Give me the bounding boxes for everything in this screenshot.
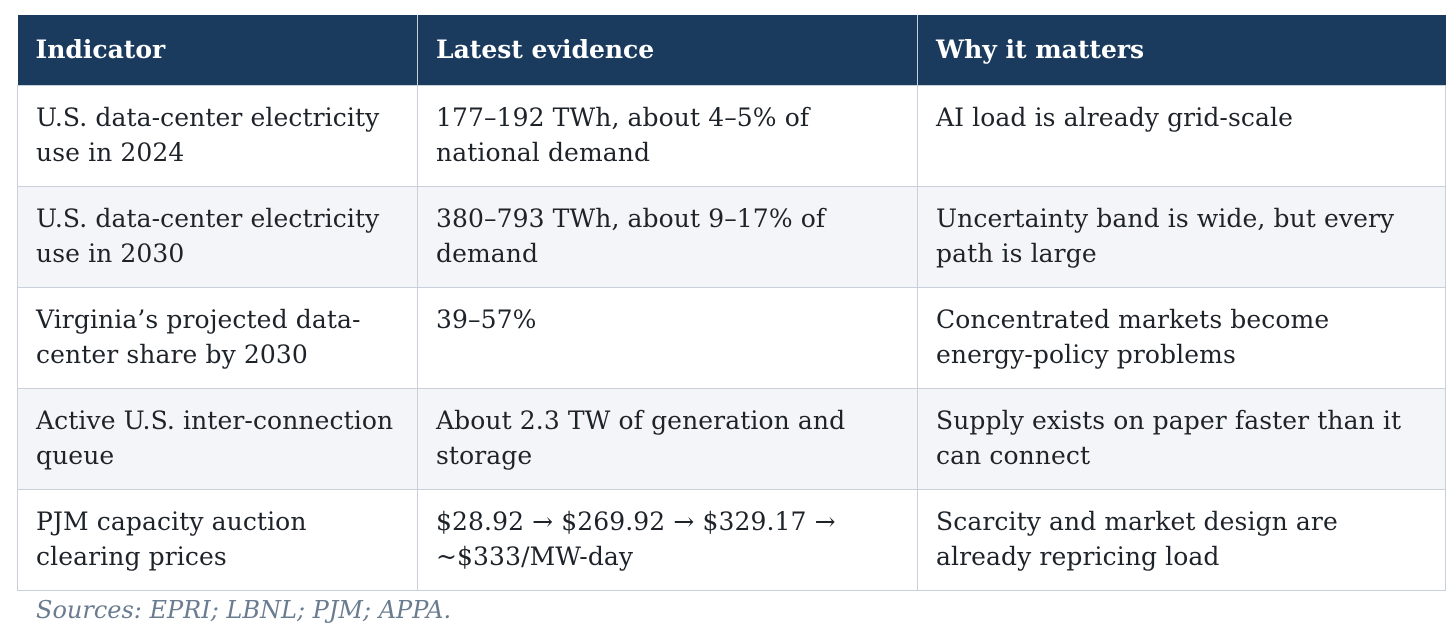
indicator-table: Indicator Latest evidence Why it matters… <box>17 15 1446 591</box>
cell-indicator: PJM capacity auction clearing prices <box>17 488 418 591</box>
table-body: U.S. data-center electricity use in 2024… <box>17 84 1446 591</box>
cell-indicator: Active U.S. inter-connection queue <box>17 387 418 490</box>
table-row: U.S. data-center electricity use in 2024… <box>17 84 1446 187</box>
table-row: U.S. data-center electricity use in 2030… <box>17 185 1446 288</box>
header-row: Indicator Latest evidence Why it matters <box>17 15 1446 85</box>
cell-indicator: Virginia’s projected data-center share b… <box>17 286 418 389</box>
cell-evidence: 177–192 TWh, about 4–5% of national dema… <box>417 84 918 187</box>
table-row: Active U.S. inter-connection queue About… <box>17 387 1446 490</box>
data-table-container: Indicator Latest evidence Why it matters… <box>17 15 1446 591</box>
sources-caption: Sources: EPRI; LBNL; PJM; APPA. <box>36 596 452 624</box>
table-header: Indicator Latest evidence Why it matters <box>17 15 1446 85</box>
header-why-it-matters: Why it matters <box>917 15 1446 85</box>
table-row: PJM capacity auction clearing prices $28… <box>17 488 1446 591</box>
cell-evidence: $28.92 → $269.92 → $329.17 → ~$333/MW-da… <box>417 488 918 591</box>
cell-indicator: U.S. data-center electricity use in 2024 <box>17 84 418 187</box>
cell-evidence: About 2.3 TW of generation and storage <box>417 387 918 490</box>
cell-why: Scarcity and market design are already r… <box>917 488 1446 591</box>
header-latest-evidence: Latest evidence <box>417 15 918 85</box>
cell-why: AI load is already grid-scale <box>917 84 1446 187</box>
cell-evidence: 380–793 TWh, about 9–17% of demand <box>417 185 918 288</box>
cell-why: Supply exists on paper faster than it ca… <box>917 387 1446 490</box>
cell-why: Uncertainty band is wide, but every path… <box>917 185 1446 288</box>
table-row: Virginia’s projected data-center share b… <box>17 286 1446 389</box>
cell-why: Concentrated markets become energy-polic… <box>917 286 1446 389</box>
cell-indicator: U.S. data-center electricity use in 2030 <box>17 185 418 288</box>
header-indicator: Indicator <box>17 15 418 85</box>
cell-evidence: 39–57% <box>417 286 918 389</box>
